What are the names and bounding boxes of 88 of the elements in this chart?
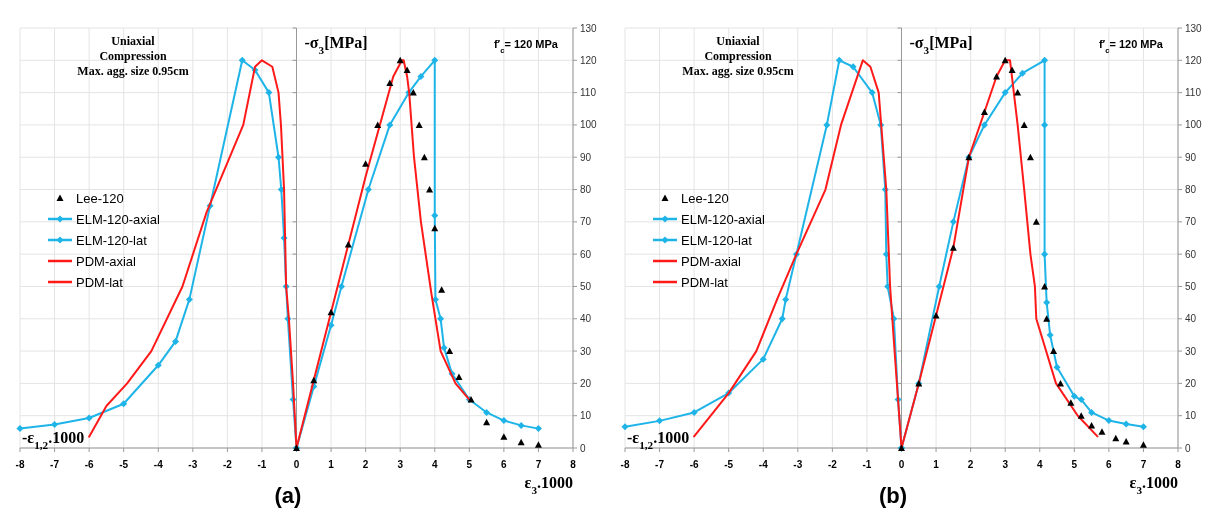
x-tick-label: -2 — [222, 459, 233, 470]
legend-label: PDM-axial — [681, 254, 742, 269]
x-tick-label: 5 — [1071, 459, 1078, 470]
annotation: Uniaxial — [716, 34, 761, 48]
x-tick-label: 2 — [967, 459, 974, 470]
y-tick-label: 30 — [1185, 345, 1197, 357]
y-tick-label: 20 — [580, 377, 592, 389]
y-tick-label: 110 — [1185, 87, 1202, 99]
legend-label: PDM-axial — [76, 254, 137, 269]
text: (b) — [878, 483, 908, 508]
text: (a) — [274, 483, 302, 508]
x-tick-label: -3 — [188, 459, 198, 470]
annotation: Compression — [99, 49, 167, 63]
y-tick-label: 0 — [1185, 442, 1191, 454]
annotation: Max. agg. size 0.95cm — [682, 64, 794, 78]
x-tick-label: -4 — [153, 459, 164, 470]
y-tick-label: 130 — [580, 22, 598, 34]
x-tick-label: -1 — [862, 459, 872, 470]
x-tick-label: 7 — [535, 459, 542, 470]
y-tick-label: 130 — [1185, 22, 1203, 34]
annotation: Compression — [704, 49, 772, 63]
annotation: -ε$_{1,2}$.1000 — [22, 429, 85, 451]
x-tick-label: -5 — [724, 459, 734, 470]
legend-label: Lee-120 — [76, 191, 124, 206]
x-tick-label: 3 — [1002, 459, 1009, 470]
x-tick-label: -6 — [689, 459, 699, 470]
y-tick-label: 120 — [1185, 54, 1203, 66]
y-tick-label: 80 — [1185, 184, 1197, 196]
y-tick-label: 100 — [580, 119, 598, 131]
x-tick-label: 3 — [397, 459, 404, 470]
x-tick-label: -6 — [84, 459, 94, 470]
y-tick-label: 20 — [1185, 377, 1197, 389]
y-tick-label: 120 — [580, 54, 598, 66]
y-tick-label: 10 — [1185, 410, 1197, 422]
x-tick-label: 8 — [1175, 459, 1182, 470]
x-axis-title: ε$_{3}$.1000 — [524, 474, 573, 496]
x-tick-label: -7 — [50, 459, 60, 470]
x-tick-label: -2 — [827, 459, 838, 470]
legend-label: PDM-lat — [76, 275, 124, 290]
x-tick-label: -8 — [15, 459, 25, 470]
annotation: Uniaxial — [111, 34, 156, 48]
annotation: f′$_{c}$= 120 MPa — [1098, 38, 1164, 55]
y-tick-label: 10 — [580, 410, 592, 422]
annotation: f′$_{c}$= 120 MPa — [493, 38, 559, 55]
legend-label: ELM-120-lat — [76, 233, 148, 248]
legend-label: Lee-120 — [681, 191, 729, 206]
y-tick-label: 90 — [1185, 151, 1197, 163]
x-tick-label: 4 — [431, 459, 438, 470]
x-tick-label: 1 — [933, 459, 940, 470]
legend-label: PDM-lat — [681, 275, 729, 290]
x-tick-label: 5 — [466, 459, 473, 470]
y-tick-label: 110 — [580, 87, 597, 99]
y-tick-label: 70 — [580, 216, 592, 228]
x-tick-label: 7 — [1140, 459, 1147, 470]
x-tick-label: 2 — [362, 459, 369, 470]
legend-label: ELM-120-lat — [681, 233, 753, 248]
y-tick-label: 70 — [1185, 216, 1197, 228]
annotation: Max. agg. size 0.95cm — [77, 64, 189, 78]
y-axis-title: -σ$_{3}$[MPa] — [304, 34, 368, 56]
x-tick-label: 0 — [293, 459, 300, 470]
legend-label: ELM-120-axial — [76, 212, 160, 227]
annotation: -ε$_{1,2}$.1000 — [627, 429, 690, 451]
y-tick-label: 60 — [580, 248, 592, 260]
y-tick-label: 100 — [1185, 119, 1203, 131]
y-tick-label: 40 — [1185, 313, 1197, 325]
x-tick-label: 6 — [1106, 459, 1113, 470]
y-tick-label: 50 — [1185, 280, 1197, 292]
y-tick-label: 50 — [580, 280, 592, 292]
x-axis-title: ε$_{3}$.1000 — [1129, 474, 1178, 496]
y-tick-label: 30 — [580, 345, 592, 357]
x-tick-label: 4 — [1036, 459, 1043, 470]
x-tick-label: 0 — [898, 459, 905, 470]
y-tick-label: 80 — [580, 184, 592, 196]
x-tick-label: -5 — [119, 459, 129, 470]
y-tick-label: 60 — [1185, 248, 1197, 260]
x-tick-label: 1 — [328, 459, 335, 470]
x-tick-label: -7 — [655, 459, 665, 470]
y-tick-label: 0 — [580, 442, 586, 454]
x-tick-label: 6 — [501, 459, 508, 470]
y-axis-title: -σ$_{3}$[MPa] — [909, 34, 973, 56]
legend-label: ELM-120-axial — [681, 212, 765, 227]
x-tick-label: -1 — [257, 459, 267, 470]
x-tick-label: 8 — [570, 459, 577, 470]
x-tick-label: -8 — [620, 459, 630, 470]
y-tick-label: 90 — [580, 151, 592, 163]
y-tick-label: 40 — [580, 313, 592, 325]
x-tick-label: -3 — [793, 459, 803, 470]
x-tick-label: -4 — [758, 459, 769, 470]
